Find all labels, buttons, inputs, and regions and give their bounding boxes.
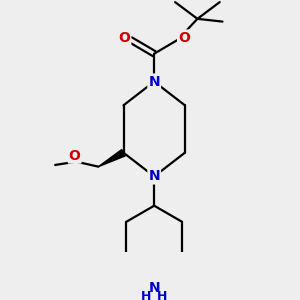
Text: O: O — [118, 31, 130, 44]
Text: O: O — [178, 31, 190, 44]
Text: H: H — [158, 290, 168, 300]
Text: H: H — [141, 290, 151, 300]
Text: N: N — [148, 169, 160, 183]
Text: N: N — [148, 281, 160, 295]
Text: N: N — [148, 75, 160, 88]
Text: O: O — [69, 148, 81, 163]
Polygon shape — [98, 149, 125, 167]
